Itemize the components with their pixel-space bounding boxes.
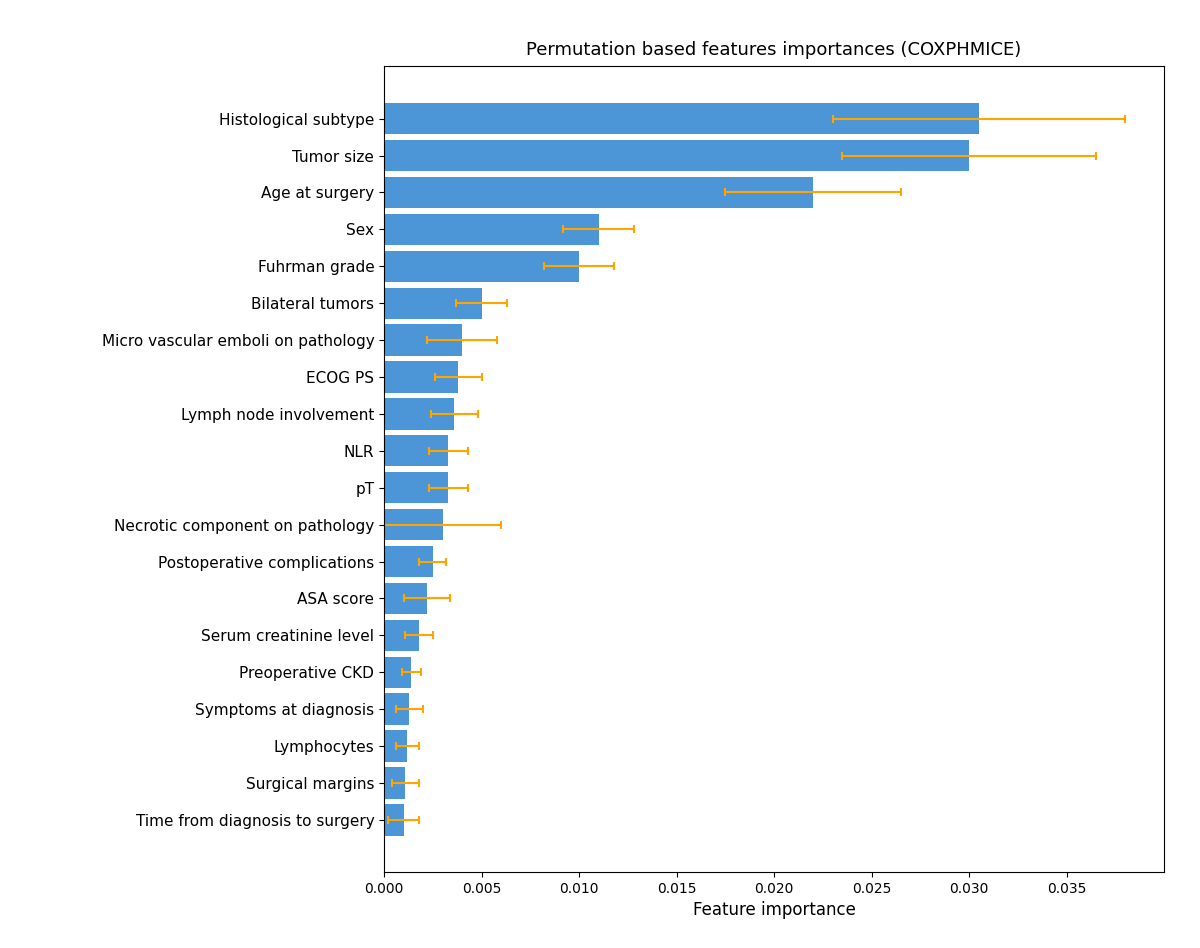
Bar (384, 730, 408, 762)
Bar (384, 435, 449, 466)
Bar (384, 140, 970, 172)
Bar (384, 657, 412, 688)
Bar (384, 620, 419, 651)
Bar (384, 472, 449, 503)
Title: Permutation based features importances (COXPHMICE): Permutation based features importances (… (527, 42, 1021, 59)
Bar (384, 767, 406, 798)
Bar (384, 693, 409, 725)
Bar (384, 176, 814, 209)
Bar (384, 361, 458, 392)
X-axis label: Feature importance: Feature importance (692, 902, 856, 920)
Bar (384, 398, 454, 429)
Bar (384, 213, 599, 246)
Bar (384, 509, 443, 540)
Bar (384, 103, 979, 135)
Bar (384, 287, 481, 319)
Bar (384, 324, 462, 356)
Bar (384, 583, 427, 614)
Bar (384, 804, 403, 835)
Bar (384, 546, 433, 577)
Bar (384, 250, 580, 282)
